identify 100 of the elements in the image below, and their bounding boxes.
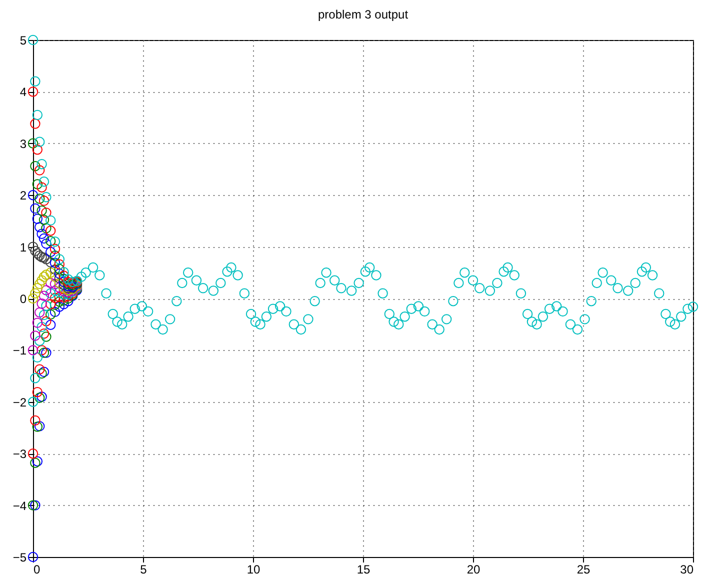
point <box>28 293 38 304</box>
point <box>58 295 69 306</box>
point <box>41 285 52 296</box>
point <box>50 306 60 318</box>
point <box>50 292 60 304</box>
point <box>30 373 40 384</box>
point <box>36 368 47 379</box>
point <box>45 226 56 236</box>
point <box>45 257 56 268</box>
point <box>58 292 69 303</box>
point <box>36 252 47 262</box>
point <box>34 194 45 204</box>
point <box>50 264 60 275</box>
point <box>54 296 65 307</box>
y-tick-label: 0 <box>20 292 27 306</box>
point <box>34 364 45 374</box>
point <box>34 222 45 232</box>
point <box>54 264 65 274</box>
point <box>41 270 52 280</box>
point <box>34 392 45 403</box>
point <box>45 309 56 320</box>
point <box>41 332 52 342</box>
point <box>45 299 56 310</box>
point <box>32 352 43 363</box>
point <box>30 288 40 298</box>
point <box>28 86 38 97</box>
point <box>32 144 43 155</box>
point <box>58 280 69 290</box>
y-tick-label: −3 <box>12 447 27 462</box>
y-tick-label: 4 <box>20 85 27 100</box>
x-tick-label: 10 <box>246 562 260 576</box>
point <box>32 179 43 190</box>
point <box>36 206 47 216</box>
point <box>28 138 38 148</box>
point <box>30 415 40 426</box>
point <box>28 552 38 562</box>
point <box>34 307 45 318</box>
point <box>41 300 52 311</box>
point <box>38 310 50 320</box>
point <box>63 296 74 306</box>
point <box>45 236 56 246</box>
point <box>54 273 65 284</box>
y-tick-label: −5 <box>12 550 27 564</box>
point <box>38 252 50 263</box>
point <box>50 286 60 296</box>
point <box>50 258 60 268</box>
y-tick-label: 3 <box>20 136 27 151</box>
point <box>58 299 69 310</box>
point <box>45 268 56 278</box>
point <box>41 316 52 326</box>
point <box>36 298 47 309</box>
y-tick-label: 5 <box>20 34 27 48</box>
point <box>50 272 60 282</box>
x-tick-label: 30 <box>680 562 694 576</box>
point <box>38 214 50 226</box>
point <box>58 270 69 281</box>
point <box>36 322 47 332</box>
x-tick-label: 15 <box>356 562 370 576</box>
point <box>38 272 50 282</box>
point <box>41 223 52 234</box>
point <box>32 283 43 294</box>
x-tick-label: 25 <box>576 562 590 576</box>
point <box>41 208 52 218</box>
point <box>50 250 60 261</box>
x-tick-label: 20 <box>466 562 480 576</box>
point <box>32 456 43 466</box>
point <box>38 366 50 378</box>
x-tick-label: 5 <box>140 562 148 576</box>
y-tick-label: −4 <box>12 498 27 513</box>
point <box>34 336 45 346</box>
point <box>41 238 52 249</box>
point <box>38 328 50 339</box>
point <box>50 300 60 310</box>
point <box>45 288 56 298</box>
point <box>30 330 40 341</box>
point <box>38 196 50 206</box>
point <box>32 386 43 398</box>
point <box>30 246 40 256</box>
point <box>38 348 50 358</box>
point <box>36 228 47 239</box>
point <box>32 318 43 328</box>
point <box>36 345 47 356</box>
y-tick-label: 1 <box>20 240 27 254</box>
point <box>34 278 45 290</box>
chart-title: problem 3 output <box>318 7 409 22</box>
point <box>41 254 52 264</box>
point <box>54 302 65 312</box>
point <box>28 190 38 200</box>
point <box>45 320 56 330</box>
point <box>58 289 69 300</box>
point <box>54 259 65 270</box>
point <box>30 161 40 172</box>
point <box>54 268 65 279</box>
y-tick-label: −1 <box>12 344 27 358</box>
point <box>28 448 38 459</box>
point <box>28 396 38 407</box>
point <box>38 290 50 302</box>
point <box>28 500 38 510</box>
point <box>38 233 50 244</box>
point <box>50 278 60 290</box>
